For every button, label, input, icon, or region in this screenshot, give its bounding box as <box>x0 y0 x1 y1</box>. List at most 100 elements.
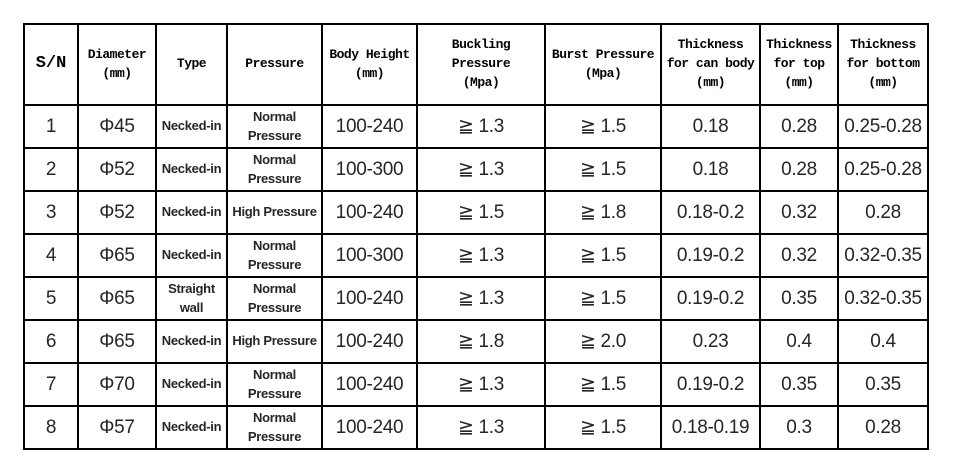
buckling-pressure-cell: ≧ 1.3 <box>416 233 546 278</box>
thickness-top-cell: 0.28 <box>759 104 839 149</box>
sn-cell: 6 <box>23 319 79 364</box>
diameter-cell: Φ57 <box>77 405 157 450</box>
burst-pressure-cell: ≧ 2.0 <box>544 319 662 364</box>
diameter-cell: Φ45 <box>77 104 157 149</box>
buckling-pressure-cell: ≧ 1.5 <box>416 190 546 235</box>
buckling-pressure-cell: ≧ 1.8 <box>416 319 546 364</box>
sn-cell: 3 <box>23 190 79 235</box>
thickness-can-body-cell: 0.19-0.2 <box>660 276 761 321</box>
pressure-cell: Normal Pressure <box>226 362 323 407</box>
thickness-top-cell: 0.3 <box>759 405 839 450</box>
can-specification-table: S/N Diameter (mm) Type Pressure Body Hei… <box>23 23 929 450</box>
buckling-pressure-cell: ≧ 1.3 <box>416 362 546 407</box>
type-cell: Necked-in <box>155 405 228 450</box>
table-row: 4 Φ65 Necked-in Normal Pressure 100-300 ≧ 1.3… <box>23 233 929 278</box>
thickness-can-body-cell: 0.18 <box>660 147 761 192</box>
header-buckling-pressure: Buckling Pressure (Mpa) <box>416 23 546 106</box>
pressure-cell: High Pressure <box>226 319 323 364</box>
header-sn: S/N <box>23 23 79 106</box>
thickness-top-cell: 0.35 <box>759 276 839 321</box>
body-height-cell: 100-240 <box>321 319 418 364</box>
thickness-top-cell: 0.35 <box>759 362 839 407</box>
thickness-can-body-cell: 0.18-0.2 <box>660 190 761 235</box>
sn-cell: 7 <box>23 362 79 407</box>
table-row: 5 Φ65 Straight wall Normal Pressure 100-240 ≧… <box>23 276 929 321</box>
table-row: 6 Φ65 Necked-in High Pressure 100-240 ≧ 1.8 ≧ … <box>23 319 929 364</box>
thickness-bottom-cell: 0.25-0.28 <box>837 147 929 192</box>
table-row: 1 Φ45 Necked-in Normal Pressure 100-240 ≧ 1.3… <box>23 104 929 149</box>
pressure-cell: Normal Pressure <box>226 233 323 278</box>
body-height-cell: 100-300 <box>321 233 418 278</box>
sn-cell: 8 <box>23 405 79 450</box>
thickness-can-body-cell: 0.19-0.2 <box>660 233 761 278</box>
pressure-cell: High Pressure <box>226 190 323 235</box>
thickness-can-body-cell: 0.19-0.2 <box>660 362 761 407</box>
body-height-cell: 100-240 <box>321 104 418 149</box>
type-cell: Necked-in <box>155 147 228 192</box>
pressure-cell: Normal Pressure <box>226 276 323 321</box>
thickness-bottom-cell: 0.4 <box>837 319 929 364</box>
thickness-bottom-cell: 0.35 <box>837 362 929 407</box>
thickness-top-cell: 0.4 <box>759 319 839 364</box>
thickness-can-body-cell: 0.18-0.19 <box>660 405 761 450</box>
thickness-top-cell: 0.32 <box>759 233 839 278</box>
table-body: 1 Φ45 Necked-in Normal Pressure 100-240 ≧ 1.3… <box>23 104 929 450</box>
header-row: S/N Diameter (mm) Type Pressure Body Hei… <box>23 23 929 106</box>
header-type: Type <box>155 23 228 106</box>
sn-cell: 4 <box>23 233 79 278</box>
diameter-cell: Φ65 <box>77 276 157 321</box>
diameter-cell: Φ52 <box>77 147 157 192</box>
burst-pressure-cell: ≧ 1.8 <box>544 190 662 235</box>
burst-pressure-cell: ≧ 1.5 <box>544 233 662 278</box>
type-cell: Necked-in <box>155 190 228 235</box>
pressure-cell: Normal Pressure <box>226 405 323 450</box>
body-height-cell: 100-240 <box>321 190 418 235</box>
thickness-top-cell: 0.32 <box>759 190 839 235</box>
type-cell: Straight wall <box>155 276 228 321</box>
thickness-bottom-cell: 0.25-0.28 <box>837 104 929 149</box>
spec-table-container: S/N Diameter (mm) Type Pressure Body Hei… <box>23 23 929 450</box>
table-row: 3 Φ52 Necked-in High Pressure 100-240 ≧ 1.5 ≧ … <box>23 190 929 235</box>
type-cell: Necked-in <box>155 104 228 149</box>
buckling-pressure-cell: ≧ 1.3 <box>416 276 546 321</box>
diameter-cell: Φ65 <box>77 233 157 278</box>
body-height-cell: 100-300 <box>321 147 418 192</box>
table-row: 2 Φ52 Necked-in Normal Pressure 100-300 ≧ 1.3… <box>23 147 929 192</box>
diameter-cell: Φ65 <box>77 319 157 364</box>
sn-cell: 5 <box>23 276 79 321</box>
body-height-cell: 100-240 <box>321 405 418 450</box>
thickness-bottom-cell: 0.28 <box>837 405 929 450</box>
burst-pressure-cell: ≧ 1.5 <box>544 104 662 149</box>
type-cell: Necked-in <box>155 233 228 278</box>
thickness-bottom-cell: 0.32-0.35 <box>837 276 929 321</box>
burst-pressure-cell: ≧ 1.5 <box>544 276 662 321</box>
body-height-cell: 100-240 <box>321 362 418 407</box>
thickness-can-body-cell: 0.23 <box>660 319 761 364</box>
buckling-pressure-cell: ≧ 1.3 <box>416 104 546 149</box>
burst-pressure-cell: ≧ 1.5 <box>544 147 662 192</box>
buckling-pressure-cell: ≧ 1.3 <box>416 405 546 450</box>
diameter-cell: Φ52 <box>77 190 157 235</box>
diameter-cell: Φ70 <box>77 362 157 407</box>
burst-pressure-cell: ≧ 1.5 <box>544 405 662 450</box>
thickness-bottom-cell: 0.32-0.35 <box>837 233 929 278</box>
thickness-bottom-cell: 0.28 <box>837 190 929 235</box>
thickness-top-cell: 0.28 <box>759 147 839 192</box>
table-row: 7 Φ70 Necked-in Normal Pressure 100-240 ≧ 1.3… <box>23 362 929 407</box>
burst-pressure-cell: ≧ 1.5 <box>544 362 662 407</box>
header-pressure: Pressure <box>226 23 323 106</box>
thickness-can-body-cell: 0.18 <box>660 104 761 149</box>
buckling-pressure-cell: ≧ 1.3 <box>416 147 546 192</box>
header-thickness-top: Thickness for top (mm) <box>759 23 839 106</box>
type-cell: Necked-in <box>155 319 228 364</box>
sn-cell: 2 <box>23 147 79 192</box>
header-burst-pressure: Burst Pressure (Mpa) <box>544 23 662 106</box>
header-body-height: Body Height (mm) <box>321 23 418 106</box>
header-thickness-can-body: Thickness for can body (mm) <box>660 23 761 106</box>
header-thickness-bottom: Thickness for bottom (mm) <box>837 23 929 106</box>
pressure-cell: Normal Pressure <box>226 104 323 149</box>
table-row: 8 Φ57 Necked-in Normal Pressure 100-240 ≧ 1.3… <box>23 405 929 450</box>
body-height-cell: 100-240 <box>321 276 418 321</box>
type-cell: Necked-in <box>155 362 228 407</box>
header-diameter: Diameter (mm) <box>77 23 157 106</box>
